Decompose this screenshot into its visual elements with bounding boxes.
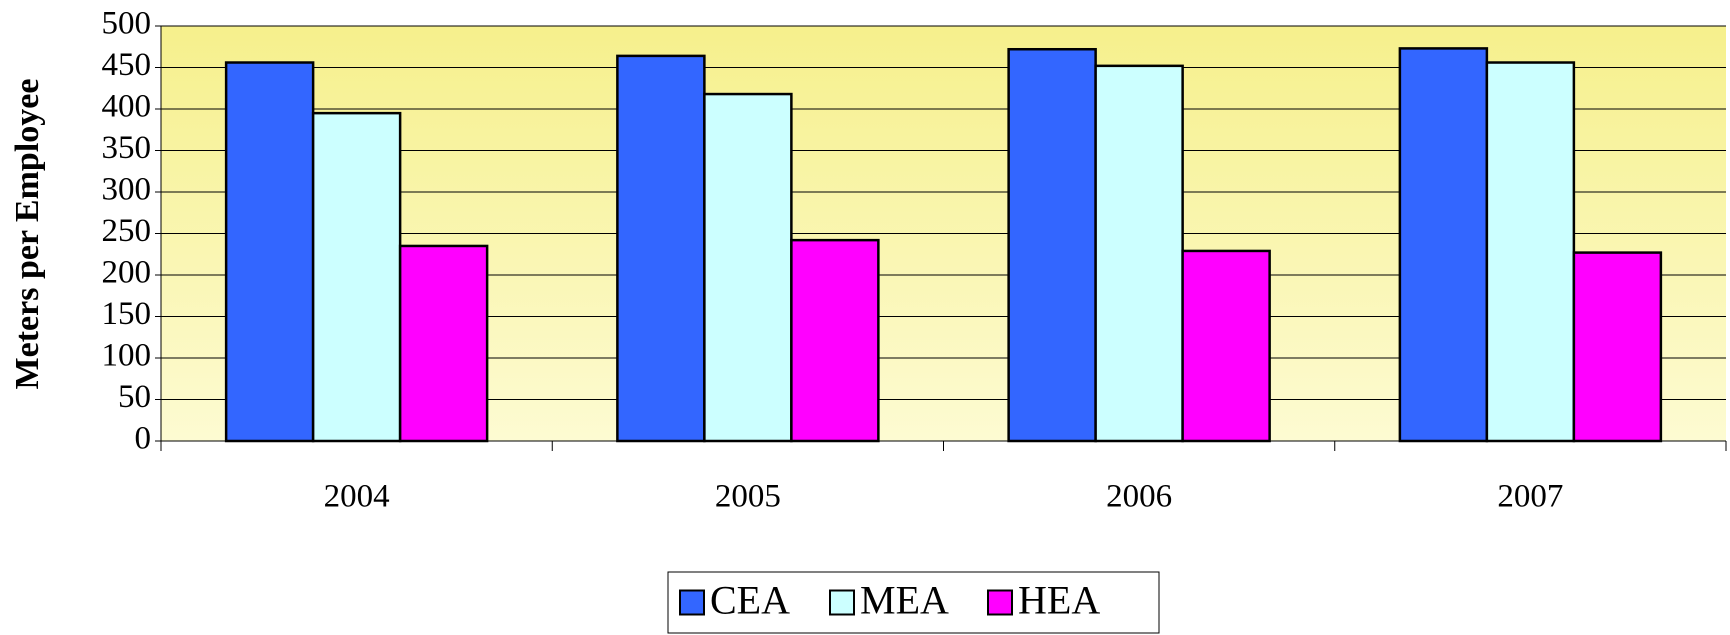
y-tick-label: 100 bbox=[102, 338, 152, 374]
y-tick-label: 400 bbox=[102, 89, 152, 125]
y-tick-label: 450 bbox=[102, 47, 152, 83]
legend-label: HEA bbox=[1018, 578, 1100, 623]
bar bbox=[311, 111, 402, 443]
y-tick-label: 50 bbox=[118, 379, 151, 415]
bar bbox=[1007, 47, 1097, 443]
x-tick-label: 2004 bbox=[324, 479, 390, 515]
bar bbox=[224, 61, 315, 443]
legend-label: CEA bbox=[710, 578, 790, 623]
bar bbox=[790, 238, 880, 443]
legend-swatch bbox=[679, 589, 705, 616]
y-tick-label: 350 bbox=[102, 130, 152, 166]
legend-label: MEA bbox=[860, 578, 949, 623]
bar bbox=[1398, 47, 1489, 443]
y-tick-label: 0 bbox=[135, 421, 152, 457]
x-tick-label: 2005 bbox=[715, 479, 781, 515]
y-tick-label: 200 bbox=[102, 255, 152, 291]
y-tick-label: 300 bbox=[102, 172, 152, 208]
legend-swatch bbox=[829, 589, 855, 616]
y-axis-label: Meters per Employee bbox=[9, 79, 46, 390]
bar bbox=[703, 92, 793, 443]
y-tick-label: 500 bbox=[102, 6, 152, 42]
bar bbox=[1181, 249, 1271, 443]
x-tick-label: 2007 bbox=[1497, 479, 1563, 515]
legend-swatch bbox=[987, 589, 1013, 616]
bar bbox=[1094, 64, 1184, 443]
y-tick-label: 250 bbox=[102, 213, 152, 249]
y-tick-label: 150 bbox=[102, 296, 152, 332]
bar bbox=[616, 54, 706, 443]
bar bbox=[398, 244, 489, 443]
legend-box bbox=[667, 571, 1160, 634]
bar bbox=[1572, 251, 1663, 443]
bar bbox=[1485, 61, 1576, 443]
x-tick-label: 2006 bbox=[1106, 479, 1172, 515]
